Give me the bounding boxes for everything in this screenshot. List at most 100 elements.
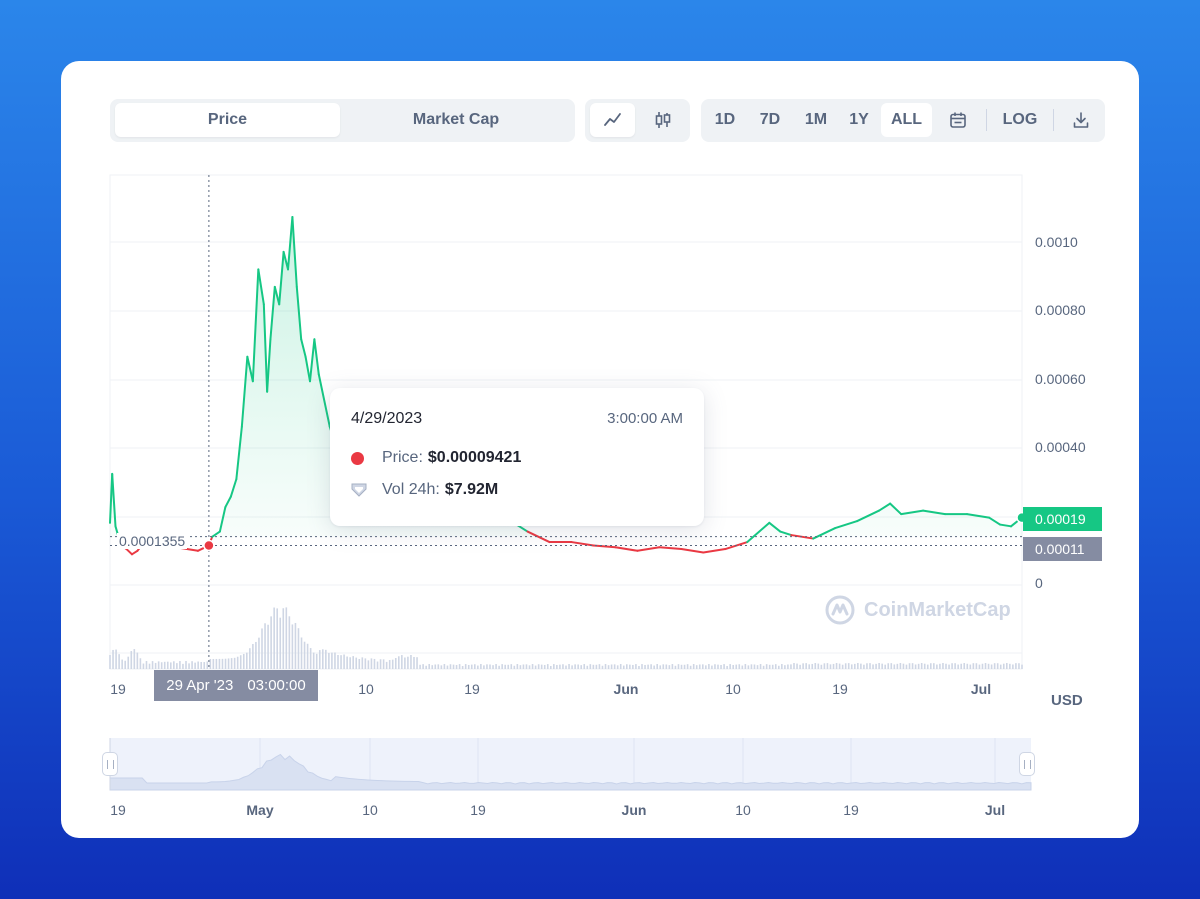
- price-tooltip: 4/29/2023 3:00:00 AM Price: $0.00009421 …: [330, 388, 704, 526]
- candlestick-button[interactable]: [640, 103, 685, 137]
- volume-bar: [118, 654, 120, 669]
- x-tick-label: Jul: [970, 681, 992, 697]
- volume-bar: [300, 637, 303, 669]
- volume-bar: [492, 665, 494, 669]
- volume-bar: [926, 664, 929, 669]
- volume-bar: [446, 665, 449, 669]
- volume-bar: [355, 657, 358, 669]
- volume-bar: [258, 637, 260, 669]
- volume-bar: [680, 664, 683, 669]
- volume-bar: [984, 663, 987, 669]
- volume-bar: [656, 664, 658, 669]
- range-7d[interactable]: 7D: [759, 111, 781, 128]
- price-segment: [702, 548, 727, 554]
- coinmarketcap-watermark: CoinMarketCap: [824, 594, 1011, 626]
- volume-bar: [999, 664, 1002, 669]
- price-segment: [185, 548, 199, 552]
- volume-bar: [936, 664, 938, 669]
- volume-bar: [644, 664, 646, 669]
- volume-bar: [382, 659, 385, 669]
- download-button[interactable]: [1063, 103, 1099, 137]
- volume-bar: [346, 656, 348, 669]
- tab-price[interactable]: Price: [115, 103, 340, 137]
- volume-bar: [765, 664, 768, 669]
- volume-bar: [1002, 663, 1005, 669]
- volume-bar: [838, 663, 841, 669]
- volume-bar: [726, 665, 728, 669]
- volume-bar: [419, 664, 421, 669]
- volume-bar: [510, 664, 513, 669]
- volume-bar: [151, 661, 154, 669]
- volume-bar: [364, 658, 367, 669]
- volume-bar: [735, 664, 738, 669]
- tab-market-cap[interactable]: Market Cap: [412, 111, 500, 128]
- volume-bar: [221, 658, 224, 669]
- volume-bar: [270, 616, 272, 669]
- tooltip-price-label: Price:: [382, 449, 423, 466]
- volume-bar: [689, 665, 692, 669]
- volume-bar: [589, 664, 592, 669]
- volume-bar: [881, 663, 883, 669]
- volume-bar: [431, 665, 434, 669]
- coinmarketcap-logo-icon: [825, 595, 855, 625]
- price-segment: [790, 534, 815, 540]
- volume-bar: [619, 664, 622, 669]
- navigator-area: [109, 753, 1032, 791]
- volume-bar: [835, 663, 838, 669]
- date-range-button[interactable]: [941, 103, 975, 137]
- volume-bar: [413, 656, 415, 669]
- volume-bar: [665, 664, 668, 669]
- volume-bar: [139, 658, 142, 669]
- price-segment: [257, 268, 265, 306]
- volume-bar: [194, 662, 196, 669]
- price-segment: [746, 521, 771, 544]
- navigator-right-handle[interactable]: [1019, 752, 1035, 776]
- volume-bar: [112, 649, 114, 669]
- volume-bar: [595, 664, 598, 669]
- volume-bar: [832, 663, 835, 669]
- volume-bar: [632, 664, 634, 669]
- volume-bar: [461, 665, 464, 669]
- volume-bar: [969, 664, 972, 669]
- volume-bar: [546, 664, 549, 669]
- volume-bar: [519, 665, 522, 669]
- log-scale-toggle[interactable]: LOG: [1002, 111, 1038, 128]
- volume-bar: [878, 663, 880, 669]
- metric-toggle: Price Market Cap: [110, 99, 575, 142]
- price-segment: [304, 355, 311, 383]
- volume-bar: [920, 663, 923, 669]
- volume-bar: [249, 648, 251, 669]
- volume-bar: [340, 655, 342, 669]
- volume-bar: [343, 654, 345, 669]
- price-segment: [592, 544, 617, 549]
- volume-bar: [358, 658, 361, 669]
- price-segment: [922, 509, 947, 516]
- volume-bar: [474, 664, 476, 669]
- volume-bar: [467, 664, 470, 669]
- price-segment: [130, 549, 139, 556]
- volume-bar: [370, 658, 373, 669]
- range-1d[interactable]: 1D: [714, 111, 736, 128]
- navigator-tick-label: Jun: [621, 802, 647, 818]
- range-all[interactable]: ALL: [881, 103, 932, 137]
- volume-bar: [255, 641, 257, 669]
- volume-bar: [899, 663, 902, 669]
- volume-bar: [610, 664, 613, 669]
- line-chart-button[interactable]: [590, 103, 635, 137]
- volume-bar: [626, 664, 628, 669]
- volume-bar: [674, 665, 677, 669]
- volume-bar: [173, 661, 175, 669]
- volume-bar: [109, 655, 111, 669]
- navigator-tick-label: 10: [735, 802, 751, 818]
- range-1y[interactable]: 1Y: [849, 111, 869, 128]
- tooltip-volume-value: $7.92M: [444, 481, 499, 498]
- volume-bar: [762, 665, 765, 669]
- volume-bar: [160, 662, 163, 669]
- crosshair-price-badge: 0.00011: [1023, 537, 1102, 561]
- price-segment: [614, 546, 639, 552]
- volume-bar: [373, 658, 376, 669]
- x-tick-label: 19: [464, 681, 480, 697]
- navigator-left-handle[interactable]: [102, 752, 118, 776]
- range-1m[interactable]: 1M: [804, 111, 828, 128]
- volume-bar: [574, 664, 576, 669]
